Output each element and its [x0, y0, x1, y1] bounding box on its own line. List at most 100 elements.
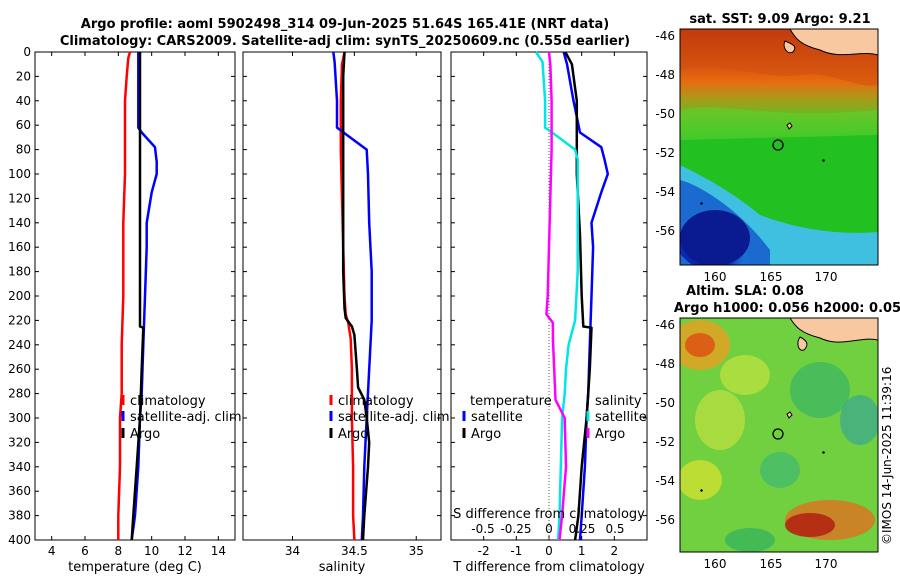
lon-tick: 170	[815, 270, 838, 284]
argo-position-marker	[772, 139, 784, 151]
x-tick-label: 35	[409, 544, 424, 558]
salinity-panel: 34 34.5 35 climatology satellite-adj. clim…	[242, 51, 450, 575]
sla-lon-ticks: 160 165 170	[704, 557, 838, 571]
depth-tick-label: 260	[8, 362, 31, 376]
figure-title-line2: Climatology: CARS2009. Satellite-adj cli…	[60, 34, 630, 49]
x-tick-label: 6	[81, 544, 89, 558]
lat-tick: -52	[655, 146, 675, 160]
salinity-axis-ticks: 34 34.5 35	[285, 52, 424, 558]
difference-lines	[534, 51, 610, 541]
lon-tick: 160	[704, 270, 727, 284]
lat-tick: -46	[655, 29, 675, 43]
depth-tick-label: 180	[8, 265, 31, 279]
sst-lat-ticks: -46 -48 -50 -52 -54 -56	[655, 29, 675, 238]
sst-map-title: sat. SST: 9.09 Argo: 9.21	[689, 12, 870, 27]
s-tick: -0.5	[471, 522, 494, 536]
lat-tick: -50	[655, 396, 675, 410]
lat-tick: -56	[655, 224, 675, 238]
salinity-xlabel: salinity	[319, 560, 366, 575]
sla-map-panel: Altim. SLA: 0.08 Argo h1000: 0.056 h2000…	[655, 284, 900, 571]
series-line-argo	[130, 52, 145, 541]
salinity-difference-legend: salinity satellite Argo	[586, 394, 647, 442]
depth-tick-label: 40	[16, 94, 31, 108]
lat-tick: -48	[655, 357, 675, 371]
sla-heatmap	[680, 318, 878, 552]
depth-tick-label: 160	[8, 240, 31, 254]
sla-map-title-line2: Argo h1000: 0.056 h2000: 0.057	[674, 301, 900, 316]
x-tick-label: -1	[510, 544, 522, 558]
legend-satellite-label: satellite-adj. clim	[130, 410, 242, 425]
depth-tick-label: 380	[8, 509, 31, 523]
series-line-satellite-adj-clim	[332, 51, 373, 541]
figure-title-line1: Argo profile: aoml 5902498_314 09-Jun-20…	[81, 17, 609, 32]
legend-ssat-label: satellite	[595, 410, 647, 425]
depth-tick-label: 200	[8, 289, 31, 303]
legend-temperature-title: temperature	[470, 394, 552, 409]
sst-lon-ticks: 160 165 170	[704, 270, 838, 284]
sla-map-title-line1: Altim. SLA: 0.08	[686, 284, 804, 299]
temperature-difference-legend: temperature satellite Argo	[462, 394, 552, 442]
salinity-lines	[332, 51, 373, 541]
x-tick-label: 10	[144, 544, 159, 558]
s-tick: -0.25	[500, 522, 531, 536]
x-tick-label: 1	[578, 544, 586, 558]
x-tick-label: 8	[115, 544, 123, 558]
lat-tick: -54	[655, 474, 675, 488]
sst-heatmap	[680, 29, 878, 265]
depth-tick-label: 120	[8, 191, 31, 205]
salinity-legend: climatology satellite-adj. clim Argo	[329, 394, 450, 442]
series-line-s-argo	[545, 51, 568, 541]
depth-tick-label: 280	[8, 387, 31, 401]
depth-tick-label: 220	[8, 313, 31, 327]
depth-tick-label: 360	[8, 484, 31, 498]
legend-targo-label: Argo	[471, 427, 501, 442]
s-difference-axis-ticks: -0.5 -0.25 0 0.25 0.5	[471, 522, 624, 536]
legend-satellite-label: satellite-adj. clim	[338, 410, 450, 425]
x-tick-label: 0	[545, 544, 553, 558]
temperature-axes	[34, 51, 236, 541]
salinity-depth-ticks	[243, 51, 441, 541]
x-tick-label: 34	[285, 544, 300, 558]
argo-position-marker	[772, 428, 784, 440]
legend-argo-label: Argo	[338, 427, 368, 442]
s-tick: 0.25	[569, 522, 596, 536]
temperature-xlabel: temperature (deg C)	[68, 560, 202, 575]
legend-salinity-title: salinity	[595, 394, 642, 409]
x-tick-label: -2	[478, 544, 490, 558]
lat-tick: -56	[655, 513, 675, 527]
depth-tick-label: 400	[8, 533, 31, 547]
x-tick-label: 2	[611, 544, 619, 558]
legend-sargo-label: Argo	[595, 427, 625, 442]
depth-tick-label: 0	[23, 45, 31, 59]
sst-map-frame	[679, 28, 879, 266]
difference-panel: -2 -1 0 1 2 temperature satellite Argo salin…	[450, 51, 648, 575]
lat-tick: -46	[655, 318, 675, 332]
lon-tick: 160	[704, 557, 727, 571]
x-tick-label: 4	[48, 544, 56, 558]
legend-argo-label: Argo	[130, 427, 160, 442]
lon-tick: 165	[760, 270, 783, 284]
lat-tick: -54	[655, 185, 675, 199]
series-line-argo	[341, 51, 371, 541]
temperature-legend: climatology satellite-adj. clim Argo	[121, 394, 242, 442]
s-difference-axis-label: S difference from climatology	[453, 507, 645, 522]
series-line-t-argo	[564, 51, 593, 541]
sst-map-panel: sat. SST: 9.09 Argo: 9.21 -46 -48 -50 -5…	[655, 12, 879, 284]
imos-watermark: ©IMOS 14-Jun-2025 11:39:16	[880, 367, 894, 545]
lon-tick: 165	[760, 557, 783, 571]
sla-lat-ticks: -46 -48 -50 -52 -54 -56	[655, 318, 675, 527]
x-tick-label: 12	[177, 544, 192, 558]
depth-tick-label: 240	[8, 338, 31, 352]
x-tick-label: 34.5	[341, 544, 368, 558]
sla-map-frame	[679, 317, 879, 553]
legend-tsat-label: satellite	[471, 410, 523, 425]
lat-tick: -52	[655, 435, 675, 449]
s-tick: 0.5	[605, 522, 624, 536]
s-tick: 0	[545, 522, 553, 536]
depth-tick-label: 320	[8, 435, 31, 449]
temperature-lines	[117, 51, 158, 541]
temperature-panel: 0 20 40 60 80 100 120 140 160 180 200 220 240 260 280 3…	[8, 45, 242, 575]
lon-tick: 170	[815, 557, 838, 571]
difference-xlabel: T difference from climatology	[452, 560, 645, 575]
